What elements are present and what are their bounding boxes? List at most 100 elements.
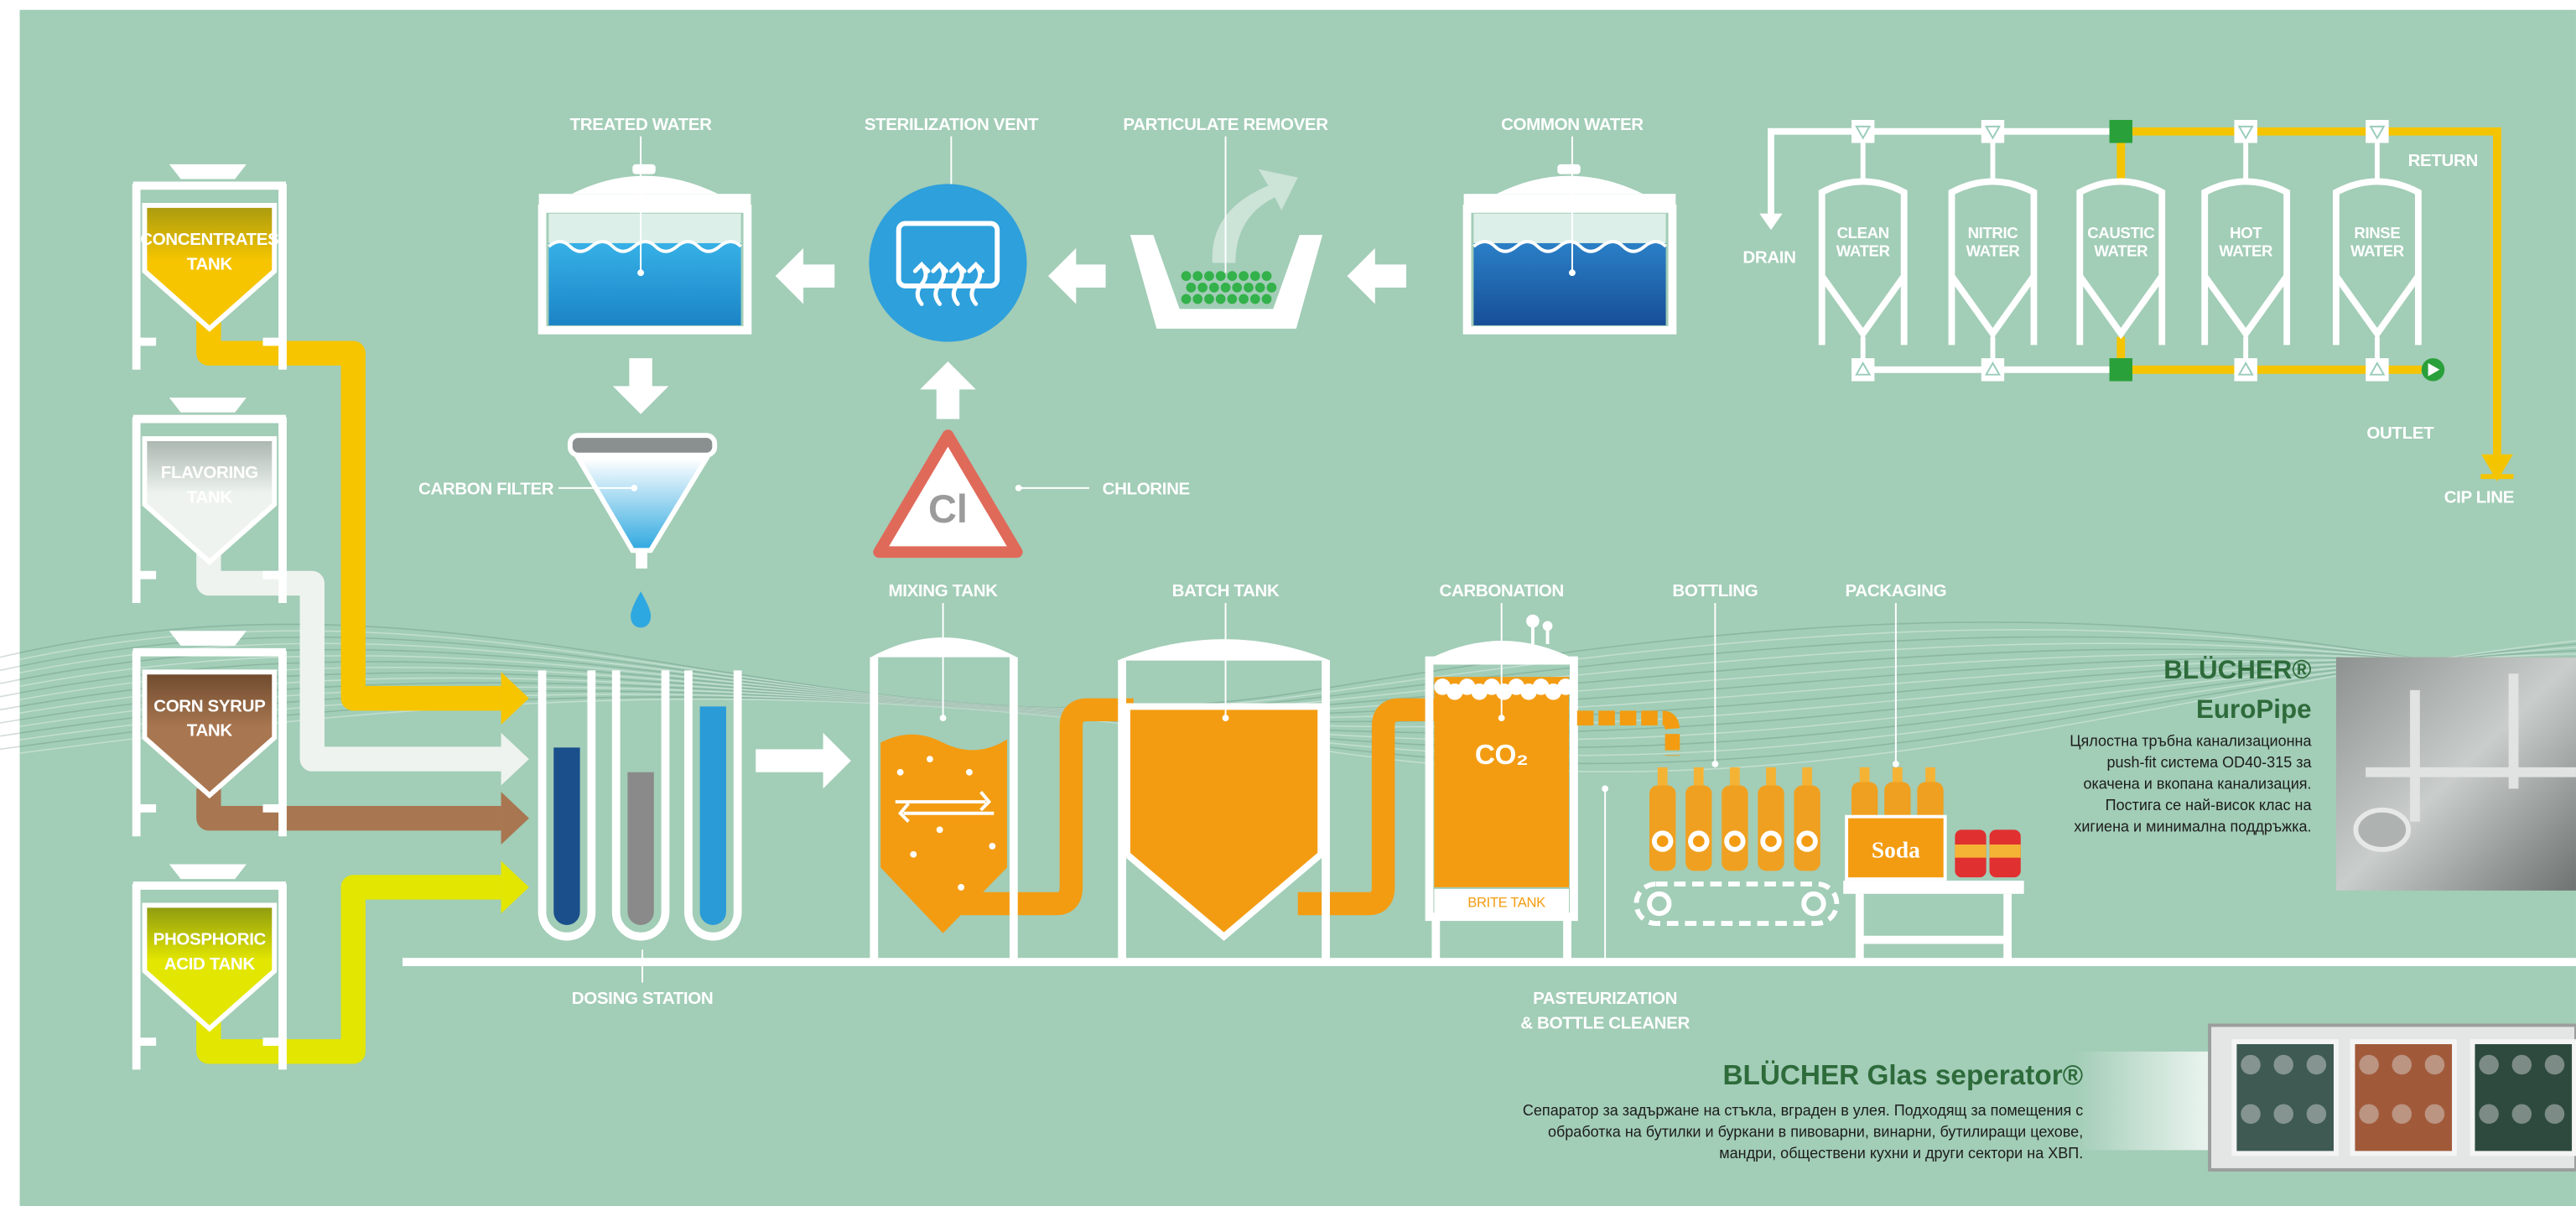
glass-shard (2479, 1105, 2499, 1125)
particle (1267, 283, 1277, 293)
water-top (548, 214, 740, 243)
cip-tank-label: WATER (1966, 242, 2021, 260)
tank-label: CONCENTRATES (140, 230, 278, 249)
separator-band (2073, 1052, 2220, 1151)
label: CHLORINE (1103, 480, 1190, 499)
tank-lid-knob (632, 164, 655, 174)
glass-shard (2479, 1055, 2499, 1075)
bubble (897, 769, 904, 776)
label: BOTTLING (1672, 581, 1758, 600)
particle (1209, 283, 1219, 293)
bottle (1722, 785, 1748, 871)
ad-text: обработка на бутилки и буркани в пивовар… (1548, 1124, 2083, 1141)
tank-label: PHOSPHORIC (153, 929, 267, 949)
bottle (1758, 785, 1784, 871)
co2-valve (1526, 615, 1540, 628)
cip-tank-label: HOT (2230, 224, 2262, 242)
label: BRITE TANK (1467, 894, 1545, 910)
glass-shard (2545, 1055, 2565, 1075)
label: MIXING TANK (889, 581, 999, 600)
leader-dot (637, 269, 644, 276)
ad-text: Постига се най-висок клас на (2106, 797, 2313, 814)
ad-text: push-fit система OD40-315 за (2106, 754, 2312, 771)
leader-dot (631, 485, 637, 491)
cip-valve (2110, 120, 2132, 143)
tank-label: CORN SYRUP (153, 696, 266, 715)
glass-shard (2241, 1055, 2261, 1075)
tank-cap (169, 631, 247, 646)
leader-dot (940, 715, 947, 721)
bottle-label-center (1693, 835, 1705, 847)
chlorine-symbol: Cl (928, 486, 968, 531)
cip-tank-label: NITRIC (1968, 224, 2018, 242)
particle (1228, 271, 1238, 281)
particle (1204, 271, 1214, 281)
co2-valve (1543, 621, 1553, 632)
filter-cap (570, 435, 714, 455)
bottle (1794, 785, 1820, 871)
label: PARTICULATE REMOVER (1123, 115, 1328, 134)
particle (1239, 294, 1249, 304)
particle (1262, 294, 1272, 304)
tank-lid-knob (1557, 164, 1580, 174)
bubble (927, 756, 933, 762)
water-top (1473, 214, 1665, 243)
particle (1262, 271, 1272, 281)
co2-label: CO₂ (1475, 740, 1529, 771)
vent-circle (869, 184, 1026, 341)
leader-dot (1711, 761, 1718, 767)
particle (1192, 294, 1202, 304)
tube-liquid (700, 706, 726, 925)
bubble (910, 851, 917, 858)
leader-dot (1893, 761, 1899, 767)
ad-text: мандри, обществени кухни и други сектори… (1719, 1145, 2083, 1162)
bubble (958, 884, 964, 891)
label: DOSING STATION (572, 989, 714, 1008)
ad-text: Цялостна тръбна канализационна (2070, 732, 2312, 749)
particle (1255, 283, 1265, 293)
cip-tank-label: WATER (2094, 242, 2148, 260)
glass-shard (2425, 1055, 2445, 1075)
tank-label: ACID TANK (164, 954, 256, 974)
glass-shard (2307, 1055, 2327, 1075)
leader-dot (1498, 715, 1505, 721)
table-top (1843, 881, 2024, 894)
particle (1239, 271, 1249, 281)
ad-text: Сепаратор за задържане на стъкла, вграде… (1523, 1102, 2083, 1119)
bottle-label-center (1765, 835, 1777, 847)
leader-dot (1015, 485, 1022, 491)
tank-label: FLAVORING (161, 463, 258, 482)
label: BATCH TANK (1172, 581, 1280, 600)
glass-shard (2359, 1055, 2379, 1075)
ad-text: хигиена и минимална поддръжка. (2074, 818, 2311, 834)
tank-label: TANK (187, 721, 233, 741)
label: OUTLET (2366, 424, 2434, 443)
tube-liquid (553, 747, 579, 925)
water (1473, 243, 1665, 325)
label: CIP LINE (2444, 487, 2514, 507)
cip-tank-label: WATER (2219, 242, 2273, 260)
label: PACKAGING (1846, 581, 1947, 600)
particle (1232, 283, 1242, 293)
ad-brand: BLÜCHER® (2163, 655, 2311, 684)
glass-shard (2359, 1105, 2379, 1125)
ad-text: окачена и вкопана канализация. (2083, 775, 2311, 792)
ad-product: EuroPipe (2196, 694, 2312, 724)
label: PASTEURIZATION (1533, 989, 1677, 1008)
particle (1182, 294, 1192, 304)
label: CARBONATION (1439, 581, 1563, 600)
particle (1187, 283, 1197, 293)
glass-shard (2392, 1055, 2412, 1075)
label: & BOTTLE CLEANER (1520, 1013, 1690, 1032)
glass-shard (2273, 1105, 2293, 1125)
tank-label: TANK (187, 254, 233, 273)
soda-label: Soda (1872, 838, 1920, 863)
particle (1216, 294, 1226, 304)
glass-shard (2512, 1055, 2532, 1075)
leader-dot (1223, 715, 1229, 721)
particle (1192, 271, 1202, 281)
label: CARBON FILTER (418, 480, 554, 499)
particle (1182, 271, 1192, 281)
bottle-label-center (1729, 835, 1741, 847)
label: COMMON WATER (1501, 115, 1644, 134)
